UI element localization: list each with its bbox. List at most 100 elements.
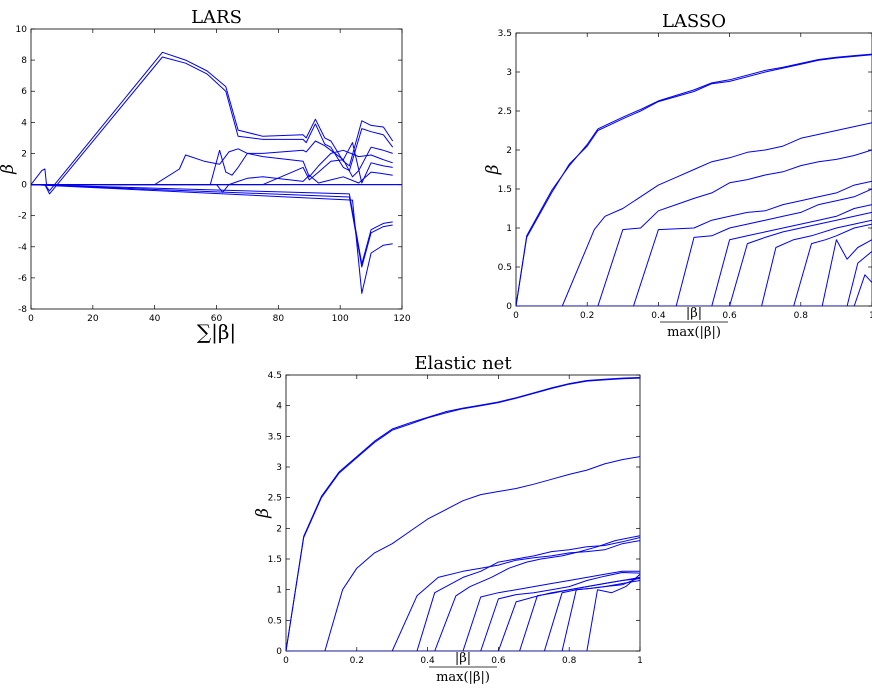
x-axis-label: ∑|β|: [197, 320, 236, 345]
coefficient-path-1: [516, 53, 872, 306]
coefficient-path-6: [516, 204, 872, 306]
coefficient-path-11: [286, 576, 640, 651]
coefficient-path-11: [516, 251, 872, 306]
x-tick-label: 0.2: [580, 311, 594, 321]
lars-panel: 0 20 40 60 80 100 120 -8 -6 -4 -2 0 2 4 6 8 10 LARS β ∑|β|: [0, 7, 411, 345]
y-tick-label: 3.5: [268, 432, 282, 442]
coefficient-path-7: [286, 572, 640, 651]
y-axis-label: β: [0, 164, 18, 175]
coefficient-path-10: [31, 171, 393, 193]
y-tick-label: 4.5: [268, 371, 282, 381]
elastic-net-panel: 0 0.2 0.4 0.6 0.8 1 0 0.5 1 1.5 2 2.5 3 3.5 4 4.5 Elasti…: [253, 353, 643, 685]
coefficient-path-5: [31, 142, 393, 186]
coefficient-path-8: [31, 184, 393, 294]
y-tick-label: 2.5: [268, 494, 282, 504]
series-group: [31, 51, 402, 294]
y-axis-label: β: [483, 164, 503, 175]
y-tick-label: 6: [21, 87, 27, 97]
lasso-panel: 0 0.2 0.4 0.6 0.8 1 0 0.5 1 1.5 2 2.5 3 3.5 LASSO β |β| m…: [483, 11, 872, 340]
x-tick-label: 80: [273, 314, 285, 324]
coefficient-path-0: [516, 54, 872, 306]
x-axis-label-numerator: |β|: [455, 651, 471, 666]
coefficient-path-6: [31, 184, 393, 265]
plot-frame: [285, 374, 641, 652]
y-tick-label: 0: [21, 181, 27, 191]
y-tick-label: 0.5: [268, 616, 282, 626]
x-tick-label: 20: [87, 314, 99, 324]
chart-title: LARS: [191, 7, 242, 28]
y-axis-label: β: [253, 508, 273, 519]
coefficient-path-1: [286, 377, 640, 651]
coefficient-path-12: [516, 274, 872, 306]
x-tick-label: 0.6: [491, 656, 506, 666]
y-tick-label: 8: [21, 56, 27, 66]
y-tick-label: 3: [276, 463, 282, 473]
coefficient-path-2: [286, 456, 640, 651]
y-tick-label: 1.5: [268, 555, 282, 565]
y-tick-label: 2: [21, 149, 27, 159]
y-tick-label: 1: [506, 224, 512, 234]
series-group: [516, 53, 872, 306]
coefficient-path-12: [286, 573, 640, 651]
y-tick-label: 0: [506, 302, 512, 312]
y-tick-label: 2: [506, 146, 512, 156]
x-tick-label: 120: [393, 314, 410, 324]
y-tick-label: 2: [276, 524, 282, 534]
y-tick-label: 0.5: [498, 263, 512, 273]
coefficient-path-9: [286, 578, 640, 651]
x-tick-label: 0.8: [562, 656, 577, 666]
y-tick-label: 4: [276, 402, 282, 412]
coefficient-path-3: [286, 540, 640, 651]
x-tick-label: 0: [28, 314, 34, 324]
x-tick-label: 1: [869, 311, 872, 321]
x-tick-label: 0.4: [420, 656, 435, 666]
chart-title: Elastic net: [414, 353, 512, 374]
y-tick-label: 0: [276, 647, 282, 657]
series-group: [286, 377, 640, 651]
coefficient-path-4: [31, 149, 393, 186]
x-tick-label: 60: [211, 314, 223, 324]
x-axis-label-denominator: max(|β|): [667, 325, 721, 340]
coefficient-path-4: [286, 537, 640, 651]
coefficient-path-1: [31, 51, 394, 192]
y-tick-label: 3: [506, 68, 512, 78]
y-tick-label: -6: [18, 274, 27, 284]
x-tick-label: 0.8: [794, 311, 809, 321]
y-tick-label: 1.5: [498, 185, 512, 195]
x-tick-label: 100: [332, 314, 349, 324]
x-tick-label: 0: [513, 311, 519, 321]
x-tick-label: 1: [637, 656, 643, 666]
coefficient-path-3: [516, 149, 872, 306]
coefficient-path-4: [516, 180, 872, 306]
x-tick-label: 0: [283, 656, 289, 666]
x-axis-label-denominator: max(|β|): [436, 670, 490, 685]
x-axis-label-numerator: |β|: [686, 306, 702, 321]
chart-title: LASSO: [662, 11, 726, 32]
y-tick-label: 3.5: [498, 29, 512, 39]
coefficient-path-6: [286, 570, 640, 651]
coefficient-path-9: [31, 168, 402, 186]
coefficient-path-0: [286, 377, 640, 651]
y-tick-label: 10: [16, 25, 28, 35]
coefficient-path-7: [31, 184, 393, 268]
coefficient-path-9: [516, 223, 872, 306]
y-tick-label: -8: [18, 305, 27, 315]
coefficient-path-5: [516, 188, 872, 306]
coefficient-path-3: [31, 140, 393, 186]
y-tick-label: 1: [276, 586, 282, 596]
y-tick-label: 2.5: [498, 107, 512, 117]
coefficient-path-7: [516, 211, 872, 306]
y-tick-label: -2: [18, 212, 27, 222]
coefficient-path-8: [516, 219, 872, 306]
y-tick-label: -4: [18, 243, 27, 253]
x-tick-label: 0.4: [651, 311, 666, 321]
y-tick-label: 4: [21, 118, 27, 128]
coefficient-path-2: [516, 122, 872, 306]
x-tick-label: 0.6: [722, 311, 737, 321]
x-tick-label: 40: [149, 314, 161, 324]
coefficient-path-5: [286, 535, 640, 651]
coefficient-path-2: [31, 56, 394, 195]
x-tick-label: 0.2: [350, 656, 364, 666]
coefficient-path-10: [516, 239, 872, 306]
